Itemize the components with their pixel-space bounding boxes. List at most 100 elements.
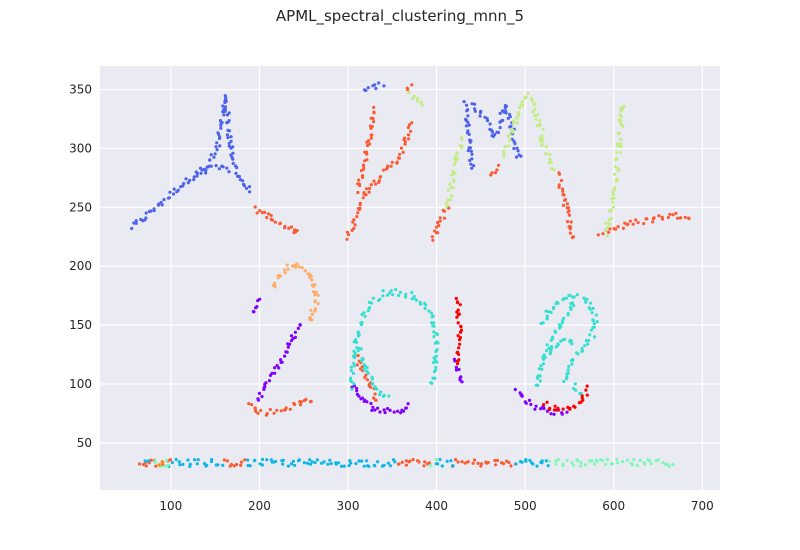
data-point-cluster-1 (374, 182, 378, 186)
data-point-cluster-1 (651, 220, 655, 224)
data-point-cluster-1 (372, 179, 376, 183)
data-point-cluster-2 (518, 105, 522, 110)
y-tick-label-3: 200 (69, 259, 92, 273)
data-point-cluster-6 (581, 398, 585, 402)
data-point-cluster-1 (299, 400, 304, 404)
data-point-cluster-1 (263, 210, 267, 214)
data-point-cluster-5 (567, 293, 571, 297)
data-point-cluster-6 (568, 406, 572, 410)
data-point-cluster-1 (490, 171, 494, 175)
data-point-cluster-7 (376, 460, 380, 464)
data-point-cluster-1 (268, 407, 272, 412)
data-point-cluster-1 (454, 458, 458, 462)
data-point-cluster-2 (533, 102, 537, 106)
data-point-cluster-1 (568, 231, 573, 235)
data-point-cluster-2 (452, 163, 456, 167)
data-point-cluster-6 (457, 338, 462, 342)
data-point-cluster-0 (248, 190, 252, 194)
data-point-cluster-8 (616, 461, 620, 465)
data-point-cluster-4 (283, 354, 287, 358)
data-point-cluster-1 (352, 226, 356, 230)
data-point-cluster-5 (552, 305, 556, 309)
data-point-cluster-5 (435, 348, 439, 352)
data-point-cluster-0 (152, 207, 156, 211)
data-point-cluster-2 (453, 157, 457, 161)
data-point-cluster-1 (626, 222, 630, 226)
data-point-cluster-1 (369, 116, 373, 120)
data-point-cluster-2 (609, 209, 614, 213)
data-point-cluster-0 (204, 168, 208, 172)
data-point-cluster-5 (398, 290, 402, 294)
data-point-cluster-8 (661, 461, 665, 465)
data-point-cluster-5 (391, 293, 395, 297)
data-point-cluster-2 (606, 225, 610, 229)
data-point-cluster-4 (460, 380, 464, 384)
data-point-cluster-1 (360, 365, 364, 369)
data-point-cluster-6 (455, 301, 460, 305)
data-point-cluster-2 (549, 160, 553, 165)
data-point-cluster-8 (605, 457, 610, 462)
data-point-cluster-5 (356, 348, 360, 353)
data-point-cluster-4 (263, 385, 267, 389)
data-point-cluster-1 (687, 216, 691, 220)
data-point-cluster-7 (535, 464, 539, 468)
data-point-cluster-1 (411, 458, 415, 462)
x-tick-label-6: 700 (691, 499, 714, 513)
data-point-cluster-5 (588, 333, 592, 337)
data-point-cluster-0 (218, 119, 223, 123)
data-point-cluster-0 (519, 154, 523, 158)
data-point-cluster-0 (214, 145, 218, 149)
data-point-cluster-8 (664, 462, 668, 466)
data-point-cluster-0 (491, 134, 496, 138)
data-point-cluster-8 (428, 463, 432, 468)
data-point-cluster-4 (382, 408, 386, 412)
data-point-cluster-7 (274, 459, 278, 464)
data-point-cluster-8 (595, 459, 599, 464)
data-point-cluster-0 (470, 152, 474, 156)
data-point-cluster-0 (226, 136, 230, 140)
data-point-cluster-1 (433, 229, 437, 233)
data-point-cluster-1 (225, 459, 230, 463)
data-point-cluster-0 (229, 146, 233, 150)
data-point-cluster-7 (186, 458, 190, 462)
data-point-cluster-0 (244, 186, 249, 190)
data-point-cluster-4 (386, 407, 390, 411)
data-point-cluster-4 (293, 330, 297, 334)
data-point-cluster-0 (468, 146, 472, 150)
data-point-cluster-5 (423, 306, 427, 311)
data-point-cluster-2 (448, 182, 452, 186)
data-point-cluster-5 (419, 302, 423, 306)
data-point-cluster-2 (612, 196, 616, 200)
data-point-cluster-7 (322, 460, 326, 464)
data-point-cluster-8 (590, 459, 594, 463)
data-point-cluster-3 (313, 293, 317, 297)
data-point-cluster-5 (541, 357, 546, 361)
data-point-cluster-5 (432, 370, 437, 374)
data-point-cluster-7 (181, 462, 185, 466)
data-point-cluster-1 (259, 408, 263, 413)
data-point-cluster-5 (432, 324, 436, 328)
data-point-cluster-1 (355, 363, 359, 367)
data-point-cluster-1 (406, 125, 410, 130)
data-point-cluster-4 (277, 366, 281, 370)
data-point-cluster-1 (505, 459, 509, 463)
data-point-cluster-0 (465, 103, 469, 107)
data-point-cluster-0 (217, 132, 221, 136)
data-point-cluster-1 (660, 215, 664, 219)
data-point-cluster-7 (177, 460, 181, 464)
data-point-cluster-6 (542, 403, 546, 407)
data-point-cluster-0 (247, 185, 252, 189)
y-axis: 50 100 150 200 250 300 350 (69, 83, 92, 450)
data-point-cluster-1 (676, 216, 680, 220)
data-point-cluster-1 (361, 163, 365, 167)
data-point-cluster-5 (537, 367, 542, 371)
data-point-cluster-5 (556, 342, 560, 346)
data-point-cluster-1 (614, 227, 618, 231)
data-point-cluster-4 (383, 411, 387, 415)
data-points (130, 81, 691, 468)
data-point-cluster-6 (455, 362, 460, 366)
data-point-cluster-7 (178, 463, 182, 467)
data-point-cluster-1 (379, 175, 383, 179)
data-point-cluster-1 (397, 462, 401, 466)
data-point-cluster-5 (354, 338, 358, 342)
